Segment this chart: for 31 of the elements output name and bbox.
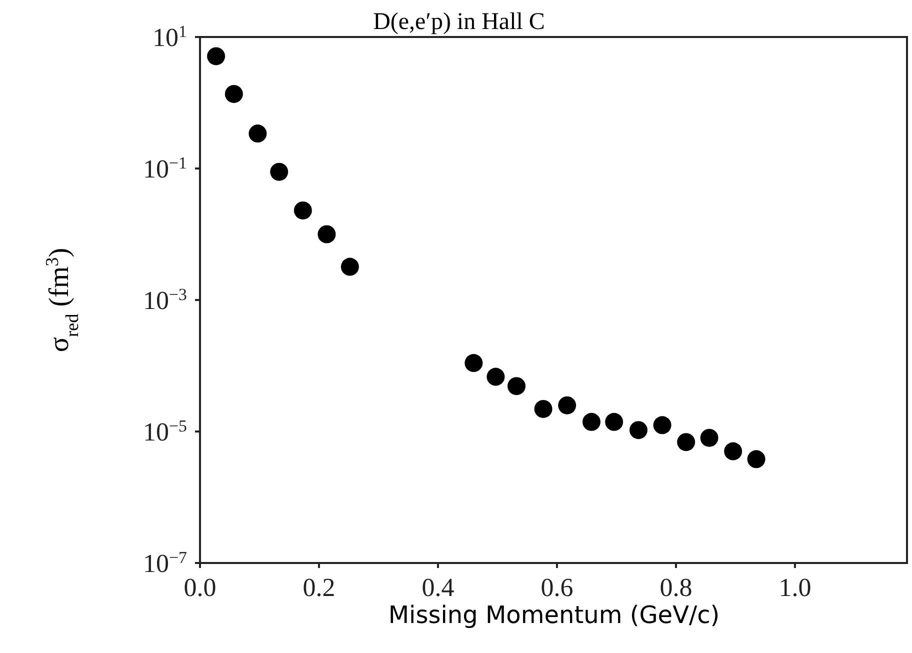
- x-tick-label: 0.4: [422, 573, 454, 602]
- point: [653, 416, 672, 434]
- x-tick-label: 1.0: [778, 573, 812, 602]
- point: [724, 442, 742, 460]
- x-tick-label: 0.8: [660, 573, 692, 602]
- point: [582, 412, 600, 431]
- x-tick-label: 0.6: [540, 573, 574, 602]
- point: [605, 412, 624, 431]
- point: [224, 84, 243, 103]
- point: [340, 258, 359, 276]
- y-tick-label: 10$^{−5}$: [143, 416, 187, 446]
- point: [486, 368, 505, 386]
- x-axis-title: Missing Momentum (GeV/c): [387, 601, 721, 629]
- point: [294, 201, 312, 220]
- point: [207, 47, 226, 66]
- y-tick-label: 10$^{1}$: [152, 22, 187, 52]
- chart-title: D(e,e′p) in Hall C: [373, 9, 545, 35]
- x-tick-label: 0.2: [302, 573, 336, 602]
- point: [534, 400, 552, 418]
- point: [629, 421, 648, 440]
- point: [270, 162, 288, 181]
- point: [248, 124, 267, 143]
- point: [747, 450, 766, 468]
- point: [464, 354, 483, 372]
- point: [508, 377, 526, 396]
- y-tick-label: 10$^{−3}$: [143, 284, 187, 315]
- point: [677, 433, 696, 452]
- y-tick-label: 10$^{−1}$: [143, 153, 187, 184]
- point: [318, 225, 336, 244]
- point: [700, 428, 718, 447]
- point: [558, 396, 576, 414]
